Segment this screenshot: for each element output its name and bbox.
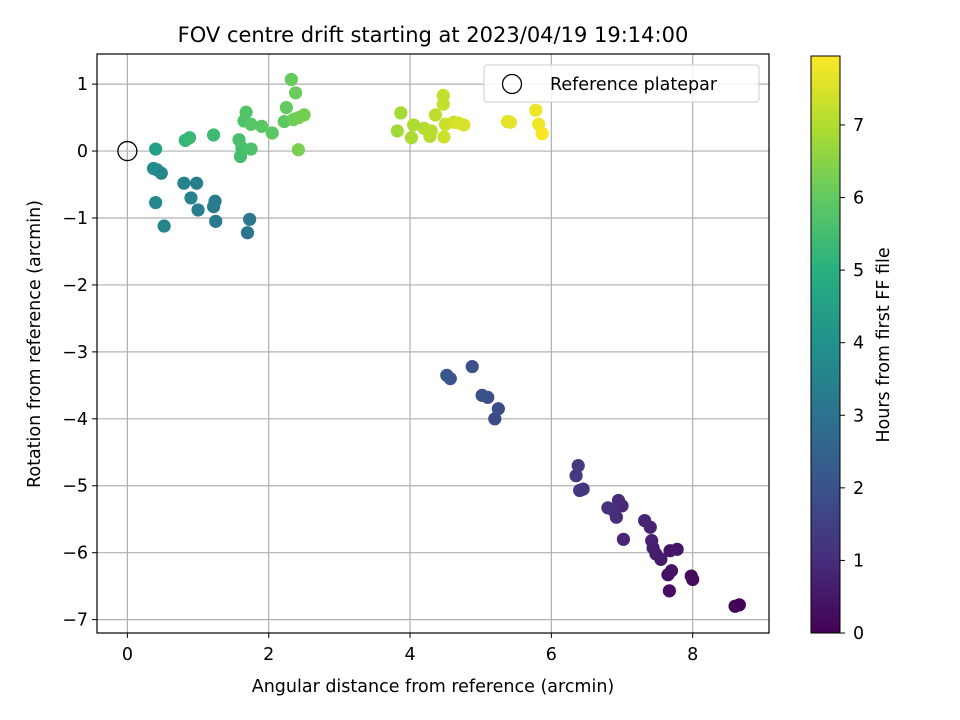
data-point [569, 469, 583, 483]
colorbar-label: Hours from first FF file [874, 247, 894, 442]
colorbar-tick-label: 3 [853, 406, 864, 426]
colorbar-tick-label: 5 [853, 261, 864, 281]
data-point [240, 226, 255, 240]
data-point [488, 412, 502, 426]
x-tick-label: 4 [404, 645, 415, 665]
data-point [465, 359, 479, 374]
data-point [424, 124, 438, 138]
x-tick-label: 0 [122, 645, 133, 665]
data-point [177, 176, 191, 190]
x-tick-label: 6 [546, 645, 557, 665]
data-point [394, 106, 408, 120]
data-point [529, 103, 543, 117]
colorbar-tick-label: 2 [853, 479, 864, 499]
data-point [206, 128, 221, 142]
data-point [244, 117, 258, 131]
y-tick-label: −5 [62, 477, 88, 497]
data-point [437, 130, 451, 144]
data-point [475, 388, 489, 402]
data-point [662, 584, 676, 598]
data-point [664, 564, 679, 578]
data-point [244, 142, 258, 156]
reference-platepar-marker [117, 140, 138, 162]
data-point [428, 108, 443, 122]
data-point [243, 212, 257, 226]
data-point [503, 115, 517, 129]
legend: Reference platepar [483, 64, 760, 103]
data-point [265, 126, 279, 140]
data-point [255, 119, 269, 133]
data-point [232, 133, 246, 147]
data-point [645, 534, 659, 548]
data-point [491, 402, 505, 416]
y-tick-label: 0 [77, 142, 88, 162]
data-point [291, 143, 305, 157]
data-point [573, 483, 587, 498]
data-point [191, 203, 205, 217]
data-point [279, 100, 293, 115]
x-tick-label: 8 [687, 645, 698, 665]
data-point [404, 131, 419, 145]
data-point [686, 572, 700, 587]
y-tick-label: −1 [62, 209, 88, 229]
chart-title: FOV centre drift starting at 2023/04/19 … [178, 23, 689, 47]
x-tick-label: 2 [263, 645, 274, 665]
colorbar-tick-label: 7 [853, 116, 864, 136]
data-point [208, 194, 222, 208]
plot-frame [96, 53, 770, 634]
colorbar-gradient [810, 55, 841, 634]
data-point [390, 124, 404, 138]
data-point [297, 108, 311, 122]
data-point [149, 195, 163, 210]
y-axis-ticks: 1 0 −1 −2 −3 −4 −5 −6 −7 [62, 75, 97, 631]
data-point [406, 118, 421, 132]
x-axis-ticks: 0 2 4 6 8 [122, 633, 698, 665]
legend-box [483, 64, 760, 103]
data-point [457, 118, 471, 132]
y-tick-label: −3 [62, 343, 88, 363]
data-point [638, 513, 652, 528]
data-point [571, 459, 585, 473]
data-point [239, 105, 253, 119]
data-point [288, 86, 303, 100]
x-axis-label: Angular distance from reference (arcmin) [252, 677, 615, 697]
y-tick-label: 1 [77, 75, 88, 95]
data-point [601, 501, 615, 515]
colorbar-tick-label: 1 [853, 551, 864, 571]
colorbar-ticks: 0 1 2 3 4 5 6 7 [840, 116, 864, 644]
colorbar: 0 1 2 3 4 5 6 7 Hours from first FF file [810, 55, 894, 644]
data-point [157, 219, 171, 233]
data-point [284, 72, 298, 87]
colorbar-tick-label: 6 [853, 189, 864, 209]
colorbar-tick-label: 0 [853, 624, 864, 644]
y-tick-label: −6 [62, 544, 88, 564]
y-axis-label: Rotation from reference (arcmin) [25, 200, 45, 488]
data-point [146, 161, 161, 176]
data-point [184, 191, 198, 205]
data-point [663, 544, 677, 558]
data-point [616, 532, 631, 546]
legend-open-circle-icon [501, 73, 523, 95]
data-point [436, 97, 450, 111]
data-point [535, 127, 549, 141]
data-point [149, 142, 163, 156]
colorbar-tick-label: 4 [853, 334, 864, 354]
scatter-points [146, 72, 746, 613]
data-point [611, 493, 626, 508]
y-tick-label: −4 [62, 410, 88, 430]
data-point [182, 131, 197, 145]
y-tick-label: −7 [62, 611, 88, 631]
data-point [732, 598, 746, 612]
legend-label: Reference platepar [550, 75, 718, 95]
data-point [190, 176, 204, 190]
data-point [440, 368, 454, 382]
y-tick-label: −2 [62, 276, 88, 296]
data-point [209, 214, 223, 228]
